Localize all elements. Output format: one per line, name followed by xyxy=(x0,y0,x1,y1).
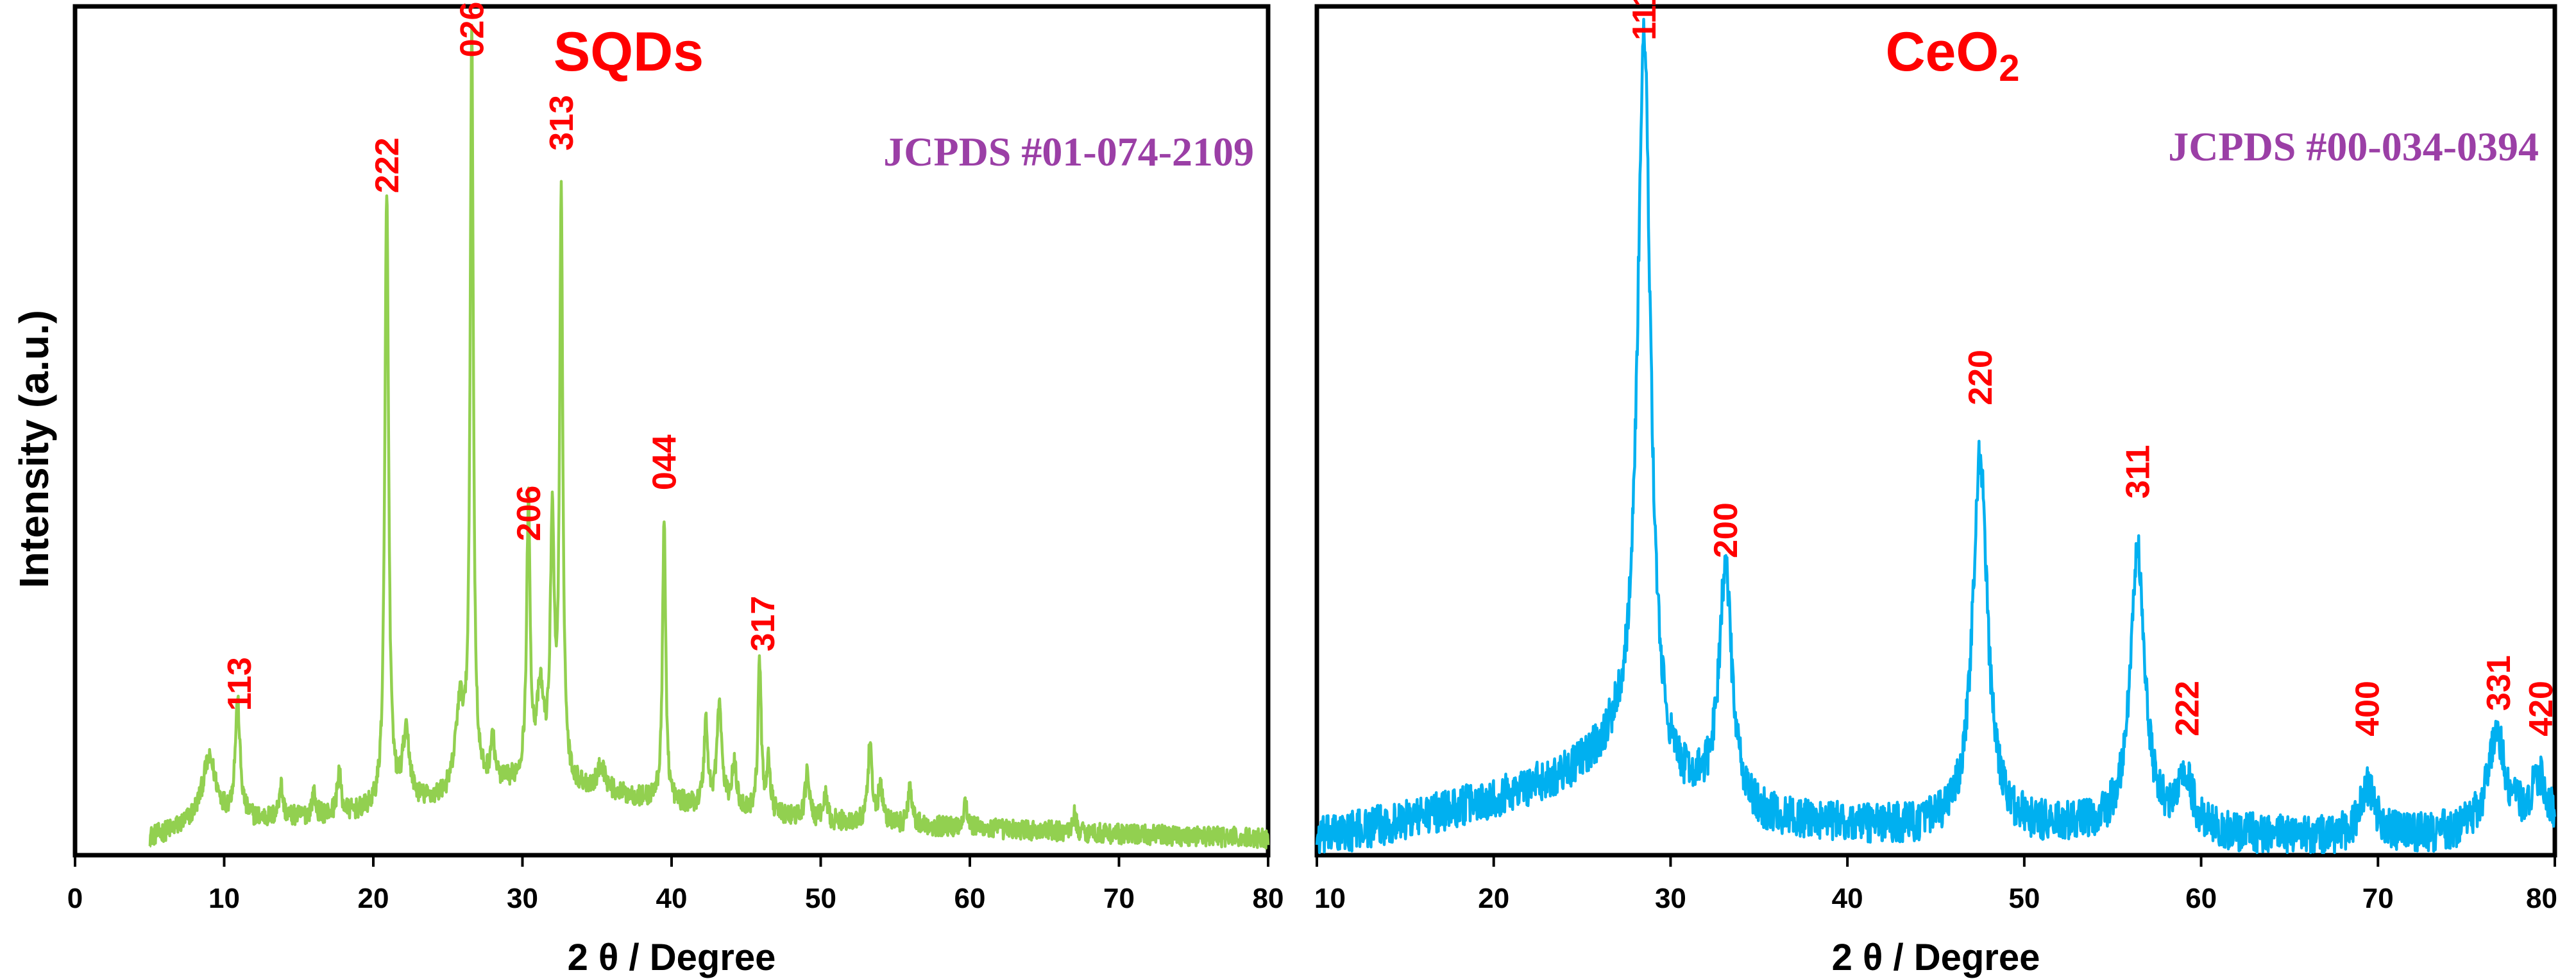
x-tick-label: 40 xyxy=(656,883,688,914)
x-tick-label: 50 xyxy=(2008,883,2040,914)
jcpds-reference: JCPDS #01-074-2109 xyxy=(883,129,1254,175)
peak-label: 220 xyxy=(1962,350,1999,405)
x-axis-title: 2 θ / Degree xyxy=(1832,937,2040,978)
peak-label: 222 xyxy=(2169,681,2207,736)
x-tick-label: 20 xyxy=(358,883,389,914)
peak-label: 113 xyxy=(221,657,258,711)
x-tick-label: 80 xyxy=(2526,883,2557,914)
peak-label: 317 xyxy=(745,596,782,652)
peak-label: 206 xyxy=(511,486,548,541)
ceo2-panel: 10 20 30 40 50 60 70 80 2 θ / Degree CeO2 JCPDS #0… xyxy=(1314,0,2560,978)
peak-label: 420 xyxy=(2523,681,2560,736)
peak-label: 026 xyxy=(454,2,491,58)
peak-label: 400 xyxy=(2350,681,2387,736)
peak-label: 222 xyxy=(369,137,406,193)
panel-title: SQDs xyxy=(554,21,704,83)
peak-label: 331 xyxy=(2480,655,2518,711)
peak-label: 200 xyxy=(1707,502,1745,558)
x-tick-label: 40 xyxy=(1832,883,1863,914)
x-tick-label: 70 xyxy=(1103,883,1135,914)
x-tick-label: 30 xyxy=(507,883,538,914)
xrd-pattern-line xyxy=(1315,17,2556,855)
peak-label: 044 xyxy=(646,434,683,490)
peak-label: 313 xyxy=(543,95,580,151)
x-tick-label: 70 xyxy=(2362,883,2394,914)
peak-label: 311 xyxy=(2119,445,2157,498)
x-axis-title: 2 θ / Degree xyxy=(568,937,776,978)
panel-title-subscript: 2 xyxy=(1999,47,2019,89)
panel-title: CeO2 xyxy=(1885,21,2019,89)
jcpds-reference: JCPDS #00-034-0394 xyxy=(2168,124,2539,169)
x-tick-label: 60 xyxy=(2185,883,2217,914)
x-tick-label: 20 xyxy=(1478,883,1509,914)
x-tick-label: 10 xyxy=(208,883,240,914)
x-tick-label: 0 xyxy=(67,883,83,914)
peak-label: 111 xyxy=(1626,0,1663,40)
x-tick-label: 80 xyxy=(1253,883,1284,914)
plot-frame xyxy=(1314,4,2557,858)
x-tick-label: 30 xyxy=(1655,883,1686,914)
x-tick-label: 60 xyxy=(954,883,986,914)
x-tick-label: 10 xyxy=(1314,883,1346,914)
sqds-panel: 0 10 20 30 40 50 60 70 80 2 θ / Degree SQDs JCPDS #… xyxy=(67,2,1284,978)
x-tick-label: 50 xyxy=(805,883,836,914)
y-axis-title: Intensity (a.u.) xyxy=(11,310,57,588)
xrd-pattern-line xyxy=(148,24,1270,850)
